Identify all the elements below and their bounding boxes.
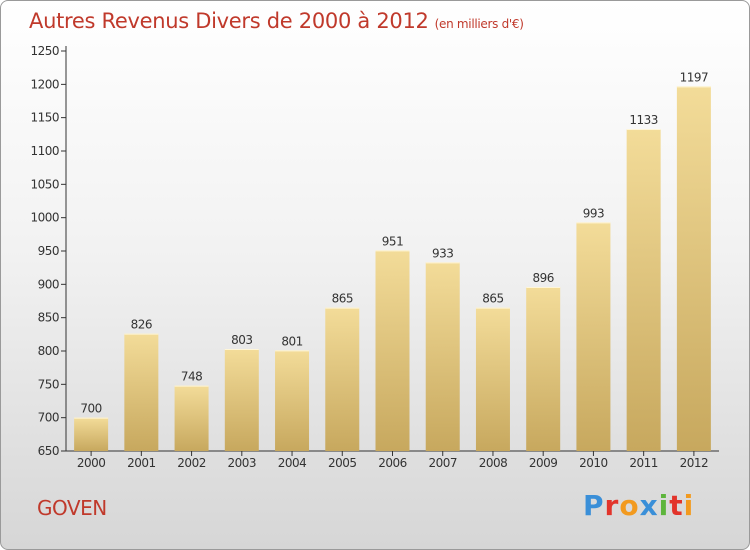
logo-letter: P — [583, 489, 605, 522]
chart-subtitle: (en milliers d'€) — [434, 17, 524, 31]
bar-value-label: 1133 — [629, 113, 658, 127]
logo-letter: i — [658, 489, 670, 522]
bar-value-label: 933 — [432, 246, 453, 260]
x-tick-label: 2002 — [177, 456, 206, 470]
x-tick-label: 2008 — [479, 456, 508, 470]
bar-value-label: 700 — [80, 402, 101, 416]
bar — [174, 385, 209, 451]
y-tick-label: 700 — [38, 411, 59, 425]
bar-value-label: 803 — [231, 333, 252, 347]
bar — [375, 250, 410, 451]
y-tick-label: 1050 — [30, 177, 59, 191]
proxiti-logo: Proxiti — [583, 489, 694, 522]
y-tick-label: 1150 — [30, 111, 59, 125]
y-tick-label: 650 — [38, 444, 59, 458]
bar-value-label: 1197 — [680, 70, 709, 84]
bar-value-label: 801 — [281, 334, 302, 348]
logo-letter: x — [639, 489, 659, 522]
y-tick-label: 1100 — [30, 144, 59, 158]
x-tick-label: 2003 — [228, 456, 257, 470]
x-tick-label: 2001 — [127, 456, 156, 470]
bar-value-label: 951 — [382, 234, 403, 248]
y-tick-label: 950 — [38, 244, 59, 258]
bar — [526, 287, 561, 451]
bar — [626, 129, 661, 451]
bar — [475, 307, 510, 451]
bar — [224, 349, 259, 451]
bar — [576, 222, 611, 451]
logo-letter: r — [604, 489, 620, 522]
chart-title-text: Autres Revenus Divers de 2000 à 2012 — [29, 9, 429, 33]
x-tick-label: 2006 — [378, 456, 407, 470]
y-tick-label: 750 — [38, 377, 59, 391]
bar — [425, 262, 460, 451]
y-tick-label: 850 — [38, 311, 59, 325]
x-tick-label: 2004 — [278, 456, 307, 470]
logo-letter: o — [619, 489, 640, 522]
bar-value-label: 865 — [332, 292, 353, 306]
y-tick-label: 1250 — [30, 44, 59, 58]
bar — [676, 86, 711, 451]
chart-title: Autres Revenus Divers de 2000 à 2012 (en … — [29, 9, 524, 33]
bar — [275, 350, 310, 451]
bar — [74, 417, 109, 451]
x-tick-label: 2010 — [579, 456, 608, 470]
bar-value-label: 826 — [131, 318, 152, 332]
commune-name: GOVEN — [37, 496, 107, 520]
x-tick-label: 2005 — [328, 456, 357, 470]
y-tick-label: 800 — [38, 344, 59, 358]
y-tick-label: 900 — [38, 277, 59, 291]
x-tick-label: 2011 — [629, 456, 658, 470]
bar — [124, 333, 159, 451]
logo-letter: t — [669, 489, 684, 522]
x-tick-label: 2012 — [680, 456, 709, 470]
y-tick-label: 1200 — [30, 77, 59, 91]
logo-letter: i — [683, 489, 695, 522]
bar-value-label: 865 — [482, 292, 503, 306]
bar — [325, 307, 360, 451]
bar-value-label: 896 — [532, 271, 553, 285]
x-tick-label: 2009 — [529, 456, 558, 470]
y-tick-label: 1000 — [30, 211, 59, 225]
x-tick-label: 2000 — [77, 456, 106, 470]
bar-value-label: 993 — [583, 206, 604, 220]
bar-value-label: 748 — [181, 370, 202, 384]
x-tick-label: 2007 — [428, 456, 457, 470]
